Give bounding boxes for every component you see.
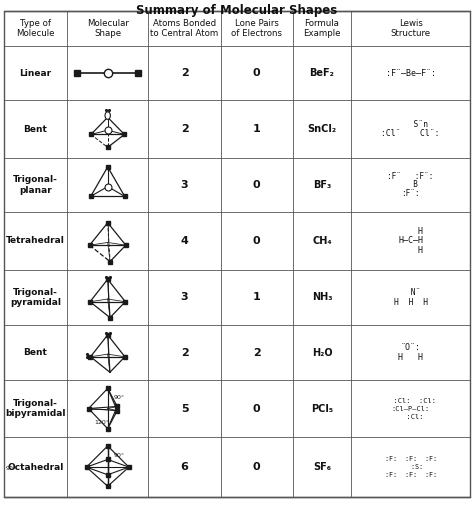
Text: 4: 4 xyxy=(181,236,189,246)
Text: 0: 0 xyxy=(253,236,261,246)
Text: Formula
Example: Formula Example xyxy=(303,19,341,38)
Text: 90°: 90° xyxy=(6,466,17,471)
Text: BeF₂: BeF₂ xyxy=(310,68,335,78)
Text: 0: 0 xyxy=(253,462,261,472)
Text: :F:  :F:  :F:: :F: :F: :F: xyxy=(384,472,437,478)
Text: 0: 0 xyxy=(253,180,261,190)
Text: 0: 0 xyxy=(253,403,261,414)
Text: 2: 2 xyxy=(181,347,189,358)
Text: 1: 1 xyxy=(253,124,261,134)
Text: H: H xyxy=(398,246,423,255)
Text: Lone Pairs
of Electrons: Lone Pairs of Electrons xyxy=(231,19,283,38)
Text: :F̈:: :F̈: xyxy=(401,189,420,198)
Text: Type of
Molecule: Type of Molecule xyxy=(16,19,55,38)
Text: H–C–H: H–C–H xyxy=(398,236,423,245)
Text: Tetrahedral: Tetrahedral xyxy=(6,236,65,245)
Text: ̈Ö:: ̈Ö: xyxy=(401,343,420,352)
Ellipse shape xyxy=(105,112,110,119)
Text: N̈: N̈ xyxy=(401,288,420,297)
Text: 3: 3 xyxy=(181,180,188,190)
Text: :Cl:: :Cl: xyxy=(398,414,423,420)
Text: :Cl–P–Cl:: :Cl–P–Cl: xyxy=(392,406,430,412)
Text: 0: 0 xyxy=(253,68,261,78)
Text: :S:: :S: xyxy=(399,464,423,470)
Text: Summary of Molecular Shapes: Summary of Molecular Shapes xyxy=(137,4,337,17)
Text: NH₃: NH₃ xyxy=(312,292,332,302)
Text: SF₆: SF₆ xyxy=(313,462,331,472)
Text: 3: 3 xyxy=(181,292,188,302)
Text: H  H  H: H H H xyxy=(393,297,428,307)
Text: 90°: 90° xyxy=(113,453,124,458)
Text: 1: 1 xyxy=(253,292,261,302)
Text: 120°: 120° xyxy=(95,420,109,425)
Text: :F̈–Be–F̈:: :F̈–Be–F̈: xyxy=(385,69,436,78)
Text: Atoms Bonded
to Central Atom: Atoms Bonded to Central Atom xyxy=(150,19,219,38)
Text: Bent: Bent xyxy=(24,125,47,134)
Text: Octahedral: Octahedral xyxy=(7,463,64,472)
Text: Trigonal-
planar: Trigonal- planar xyxy=(13,175,58,195)
Text: BF₃: BF₃ xyxy=(313,180,331,190)
Text: Trigonal-
pyramidal: Trigonal- pyramidal xyxy=(10,288,61,307)
Text: S̈n: S̈n xyxy=(393,120,428,129)
Text: 2: 2 xyxy=(181,68,189,78)
Text: :F:  :F:  :F:: :F: :F: :F: xyxy=(384,457,437,463)
Text: Bent: Bent xyxy=(24,348,47,357)
Text: B: B xyxy=(404,180,418,189)
Text: H: H xyxy=(398,227,423,236)
Text: Molecular
Shape: Molecular Shape xyxy=(87,19,128,38)
Text: :F̈   :F̈:: :F̈ :F̈: xyxy=(387,172,434,181)
Text: :Cl:  :Cl:: :Cl: :Cl: xyxy=(385,397,436,403)
Text: H   H: H H xyxy=(398,353,423,362)
Text: CH₄: CH₄ xyxy=(312,236,332,246)
Text: 2: 2 xyxy=(181,124,189,134)
Text: SnCl₂: SnCl₂ xyxy=(308,124,337,134)
Text: Lewis
Structure: Lewis Structure xyxy=(391,19,431,38)
Text: H₂O: H₂O xyxy=(312,347,332,358)
Text: 5: 5 xyxy=(181,403,188,414)
Text: :Cl̈    Cl̈:: :Cl̈ Cl̈: xyxy=(382,129,440,138)
Text: PCl₅: PCl₅ xyxy=(311,403,333,414)
Text: 6: 6 xyxy=(181,462,189,472)
Text: 90°: 90° xyxy=(113,395,124,400)
Text: Linear: Linear xyxy=(19,69,52,78)
Text: 2: 2 xyxy=(253,347,261,358)
Text: Trigonal-
bipyramidal: Trigonal- bipyramidal xyxy=(5,399,66,418)
